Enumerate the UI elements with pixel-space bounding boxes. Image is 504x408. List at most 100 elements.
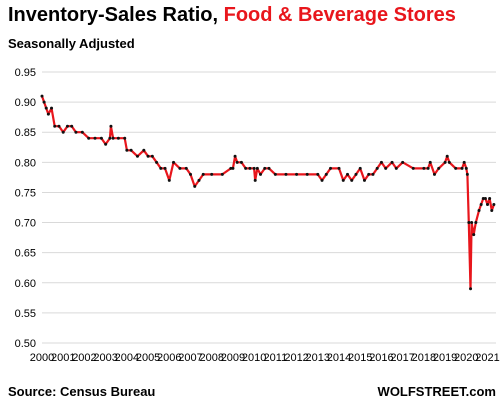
x-tick-label: 2004 (115, 352, 139, 364)
x-axis-ticks: 2000200120022003200420052006200720082009… (30, 352, 500, 364)
data-point (159, 166, 163, 170)
data-point (401, 160, 405, 164)
x-tick-label: 2020 (454, 352, 478, 364)
data-point (111, 136, 115, 140)
data-point (255, 166, 259, 170)
data-point (483, 196, 487, 200)
x-tick-label: 2011 (264, 352, 288, 364)
data-point (358, 166, 362, 170)
data-point (367, 172, 371, 176)
x-tick-label: 2003 (93, 352, 117, 364)
x-tick-label: 2019 (433, 352, 457, 364)
x-tick-label: 2017 (390, 352, 414, 364)
data-point (329, 166, 333, 170)
data-point (481, 196, 485, 200)
data-point (125, 148, 129, 152)
data-point (273, 172, 277, 176)
data-point (454, 166, 458, 170)
data-point (239, 160, 243, 164)
data-point (490, 209, 494, 213)
x-tick-label: 2001 (51, 352, 75, 364)
data-point (248, 166, 252, 170)
data-point (70, 124, 74, 128)
data-point (193, 184, 197, 188)
chart-subtitle: Seasonally Adjusted (8, 36, 135, 51)
y-tick-label: 0.95 (15, 67, 36, 79)
data-point (443, 160, 447, 164)
data-point (350, 178, 354, 182)
data-point (116, 136, 120, 140)
data-point (123, 136, 127, 140)
data-point (384, 166, 388, 170)
data-point (437, 166, 441, 170)
data-point (320, 178, 324, 182)
data-point (109, 124, 113, 128)
y-tick-label: 0.50 (15, 338, 36, 350)
y-tick-label: 0.55 (15, 308, 36, 320)
data-point (142, 148, 146, 152)
x-tick-label: 2012 (284, 352, 308, 364)
chart-title: Inventory-Sales Ratio, Food & Beverage S… (8, 4, 456, 27)
data-point (65, 124, 69, 128)
data-point (172, 160, 176, 164)
data-point (486, 202, 490, 206)
data-point (341, 178, 345, 182)
data-point (99, 136, 103, 140)
y-tick-label: 0.65 (15, 248, 36, 260)
data-point (428, 160, 432, 164)
x-tick-label: 2021 (475, 352, 499, 364)
x-tick-label: 2010 (242, 352, 266, 364)
data-point (108, 136, 112, 140)
data-point (42, 100, 46, 104)
data-point (80, 130, 84, 134)
data-point (390, 160, 394, 164)
data-point (305, 172, 309, 176)
data-point (371, 172, 375, 176)
series-ratio (40, 94, 496, 291)
data-point (354, 172, 358, 176)
data-point (432, 172, 436, 176)
data-point (469, 287, 473, 291)
data-point (197, 178, 201, 182)
data-point (252, 166, 256, 170)
data-point (488, 196, 492, 200)
x-tick-label: 2015 (348, 352, 372, 364)
data-point (184, 166, 188, 170)
data-point (229, 166, 233, 170)
data-point (50, 106, 54, 110)
x-tick-label: 2013 (306, 352, 330, 364)
x-tick-label: 2009 (221, 352, 245, 364)
data-point (87, 136, 91, 140)
data-point (167, 178, 171, 182)
brand-watermark: WOLFSTREET.com (377, 384, 496, 399)
data-point (472, 233, 476, 237)
data-point (447, 160, 451, 164)
chart-title-highlight: Food & Beverage Stores (223, 4, 456, 26)
x-tick-label: 2002 (72, 352, 96, 364)
data-point (155, 160, 159, 164)
chart-title-main: Inventory-Sales Ratio, (8, 4, 219, 26)
data-point (492, 202, 496, 206)
data-point (189, 172, 193, 176)
gridlines (42, 71, 496, 344)
data-point (267, 166, 271, 170)
data-point (235, 160, 239, 164)
data-point (394, 166, 398, 170)
data-point (474, 221, 478, 225)
y-tick-label: 0.90 (15, 97, 36, 109)
data-point (61, 130, 65, 134)
data-point (465, 172, 469, 176)
data-point (284, 172, 288, 176)
data-point (316, 172, 320, 176)
data-point (375, 166, 379, 170)
data-point (464, 166, 468, 170)
x-tick-label: 2005 (136, 352, 160, 364)
y-axis-ticks: 0.50 0.55 0.60 0.65 0.70 0.75 0.80 0.85 0.90 0.95 (15, 67, 36, 350)
x-tick-label: 2018 (412, 352, 436, 364)
x-tick-label: 2016 (369, 352, 393, 364)
data-point (231, 166, 235, 170)
x-tick-label: 2008 (199, 352, 223, 364)
data-point (259, 172, 263, 176)
data-point (379, 160, 383, 164)
data-point (422, 166, 426, 170)
